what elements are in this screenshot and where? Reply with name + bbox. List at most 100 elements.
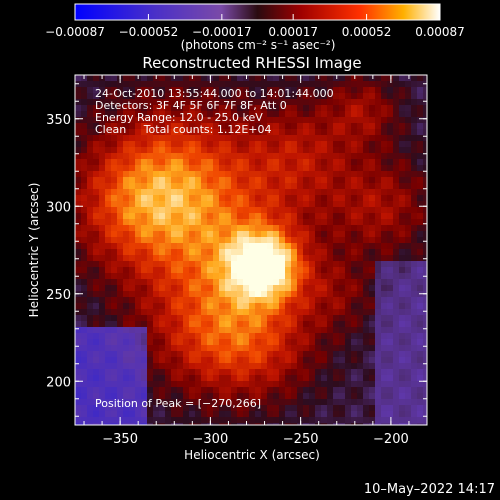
heatmap-cell — [387, 315, 394, 322]
heatmap-cell — [405, 303, 412, 310]
heatmap-cell — [267, 303, 274, 310]
heatmap-cell — [249, 333, 256, 340]
heatmap-cell — [237, 189, 244, 196]
heatmap-cell — [99, 321, 106, 328]
heatmap-cell — [291, 315, 298, 322]
heatmap-cell — [159, 351, 166, 358]
heatmap-cell — [147, 309, 154, 316]
heatmap-cell — [399, 279, 406, 286]
heatmap-cell — [123, 315, 130, 322]
heatmap-cell — [123, 231, 130, 238]
heatmap-cell — [81, 195, 88, 202]
heatmap-cell — [183, 219, 190, 226]
heatmap-cell — [285, 207, 292, 214]
heatmap-cell — [261, 309, 268, 316]
heatmap-cell — [405, 321, 412, 328]
heatmap-cell — [357, 81, 364, 88]
heatmap-cell — [87, 237, 94, 244]
heatmap-cell — [159, 87, 166, 94]
heatmap-cell — [81, 339, 88, 346]
heatmap-cell — [219, 189, 226, 196]
heatmap-cell — [363, 141, 370, 148]
heatmap-cell — [411, 321, 418, 328]
heatmap-cell — [267, 375, 274, 382]
heatmap-cell — [261, 411, 268, 418]
heatmap-cell — [195, 285, 202, 292]
heatmap-cell — [201, 285, 208, 292]
heatmap-cell — [117, 105, 124, 112]
heatmap-cell — [405, 351, 412, 358]
heatmap-cell — [261, 207, 268, 214]
heatmap-cell — [399, 231, 406, 238]
heatmap-cell — [273, 417, 280, 424]
heatmap-cell — [159, 135, 166, 142]
heatmap-cell — [363, 201, 370, 208]
heatmap-cell — [237, 411, 244, 418]
heatmap-cell — [135, 303, 142, 310]
heatmap-cell — [171, 357, 178, 364]
heatmap-cell — [231, 219, 238, 226]
heatmap-cell — [201, 369, 208, 376]
heatmap-cell — [309, 333, 316, 340]
footer-timestamp: 10–May–2022 14:17 — [364, 482, 495, 497]
heatmap-cell — [375, 117, 382, 124]
heatmap-cell — [375, 165, 382, 172]
heatmap-cell — [327, 339, 334, 346]
heatmap-cell — [297, 147, 304, 154]
heatmap-cell — [171, 195, 178, 202]
heatmap-cell — [291, 255, 298, 262]
heatmap-cell — [249, 75, 256, 82]
heatmap-cell — [303, 345, 310, 352]
heatmap-cell — [237, 249, 244, 256]
heatmap-cell — [93, 297, 100, 304]
heatmap-cell — [189, 135, 196, 142]
heatmap-cell — [393, 111, 400, 118]
heatmap-cell — [99, 291, 106, 298]
heatmap-cell — [261, 363, 268, 370]
heatmap-cell — [339, 309, 346, 316]
heatmap-cell — [189, 405, 196, 412]
heatmap-cell — [399, 411, 406, 418]
heatmap-cell — [351, 405, 358, 412]
heatmap-cell — [291, 231, 298, 238]
heatmap-cell — [243, 351, 250, 358]
heatmap-cell — [393, 339, 400, 346]
heatmap-cell — [255, 195, 262, 202]
heatmap-cell — [99, 147, 106, 154]
heatmap-cell — [315, 315, 322, 322]
heatmap-cell — [369, 267, 376, 274]
heatmap-cell — [273, 231, 280, 238]
heatmap-cell — [321, 207, 328, 214]
heatmap-cell — [219, 231, 226, 238]
heatmap-cell — [195, 345, 202, 352]
heatmap-cell — [93, 291, 100, 298]
heatmap-cell — [369, 189, 376, 196]
heatmap-cell — [327, 243, 334, 250]
heatmap-cell — [381, 201, 388, 208]
heatmap-cell — [117, 393, 124, 400]
heatmap-cell — [99, 297, 106, 304]
heatmap-cell — [387, 399, 394, 406]
heatmap-cell — [273, 93, 280, 100]
heatmap-cell — [345, 339, 352, 346]
heatmap-cell — [87, 339, 94, 346]
heatmap-cell — [363, 243, 370, 250]
heatmap-cell — [405, 135, 412, 142]
heatmap-cell — [387, 225, 394, 232]
heatmap-cell — [129, 387, 136, 394]
heatmap-cell — [189, 357, 196, 364]
heatmap-cell — [327, 399, 334, 406]
heatmap-cell — [261, 297, 268, 304]
heatmap-cell — [153, 375, 160, 382]
heatmap-cell — [123, 99, 130, 106]
heatmap-cell — [243, 81, 250, 88]
heatmap-cell — [267, 153, 274, 160]
heatmap-cell — [207, 201, 214, 208]
heatmap-cell — [147, 267, 154, 274]
heatmap-cell — [75, 369, 82, 376]
heatmap-cell — [99, 345, 106, 352]
heatmap-cell — [213, 159, 220, 166]
heatmap-cell — [417, 345, 424, 352]
heatmap-cell — [423, 297, 427, 304]
heatmap-cell — [423, 291, 427, 298]
